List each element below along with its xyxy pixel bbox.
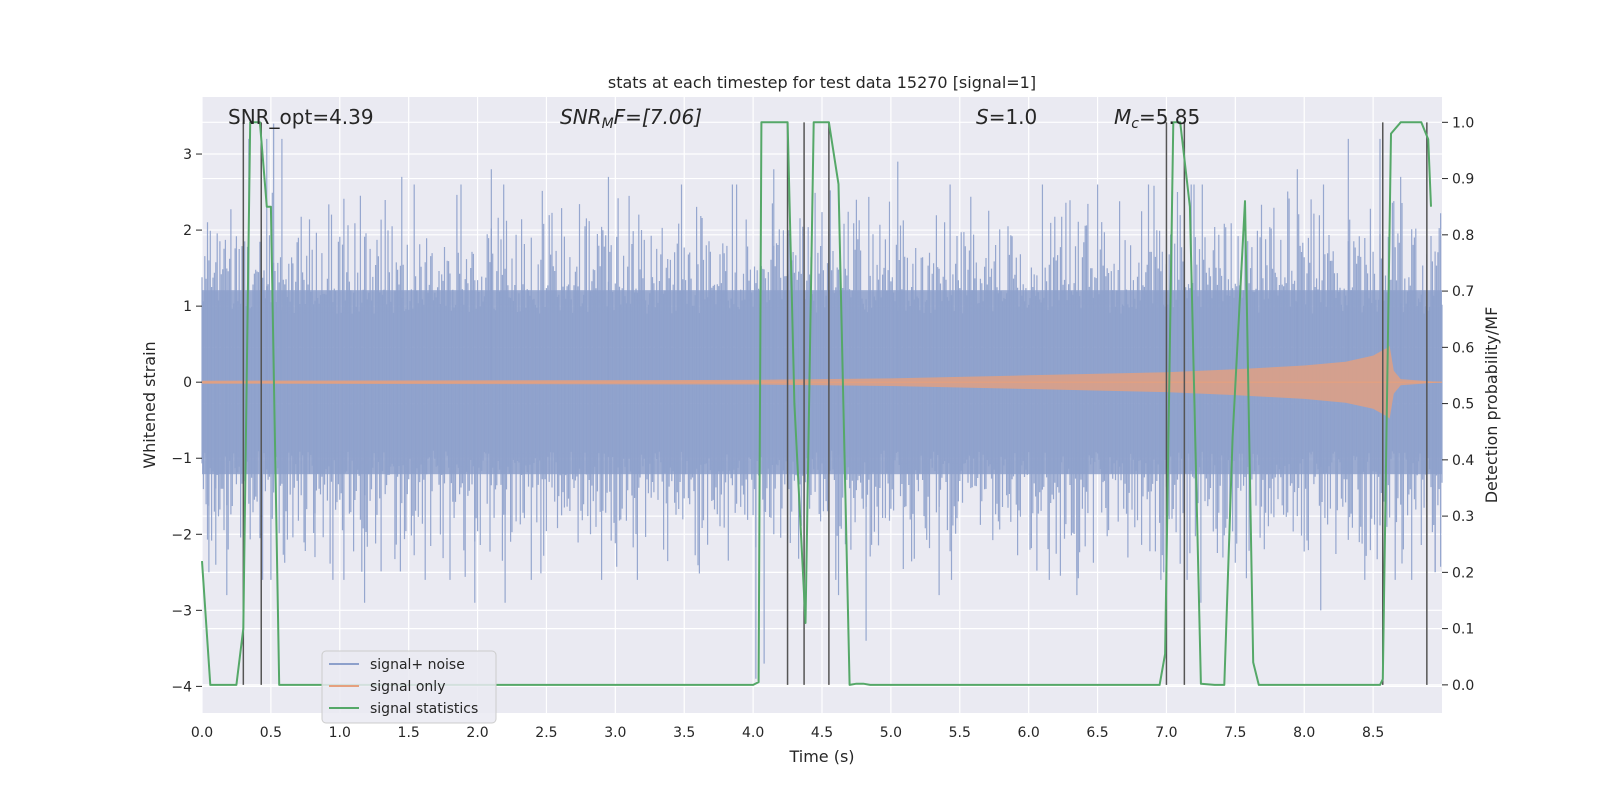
snr-mf-symbol: SNR bbox=[560, 105, 602, 129]
x-tick-label: 3.0 bbox=[604, 725, 626, 741]
y2-tick-label: 1.0 bbox=[1452, 115, 1474, 131]
chart-title: stats at each timestep for test data 152… bbox=[608, 73, 1036, 92]
legend-box bbox=[321, 650, 497, 724]
y2-tick-label: 0.2 bbox=[1452, 565, 1474, 581]
x-tick-label: 3.5 bbox=[673, 725, 695, 741]
snr-mf-subscript: M bbox=[602, 116, 614, 132]
y2-tick-label: 0.8 bbox=[1452, 228, 1474, 244]
x-tick-label: 0.0 bbox=[191, 725, 213, 741]
snr-mf-annotation: SNRMF=[7.06] bbox=[560, 105, 702, 132]
y2-tick-label: 0.7 bbox=[1452, 284, 1474, 300]
legend-label-signal-only: signal only bbox=[370, 679, 445, 695]
snr-mf-value: F=[7.06] bbox=[614, 105, 702, 129]
x-tick-label: 2.0 bbox=[466, 725, 488, 741]
legend-label-signal-noise: signal+ noise bbox=[370, 657, 465, 673]
snr-opt-annotation: SNR_opt=4.39 bbox=[228, 105, 374, 129]
axis-ticks: 0.0 0.5 1.0 1.5 2.0 2.5 3.0 3.5 4.0 4.5 5.0 5.5 6.0 6… bbox=[171, 115, 1474, 741]
y-tick-label: −3 bbox=[171, 603, 192, 619]
x-tick-label: 7.5 bbox=[1224, 725, 1246, 741]
y2-axis-label: Detection probability/MF bbox=[1482, 307, 1501, 504]
x-tick-label: 6.5 bbox=[1086, 725, 1108, 741]
x-tick-label: 0.5 bbox=[260, 725, 282, 741]
x-tick-label: 1.0 bbox=[329, 725, 351, 741]
signal-statistics-line bbox=[201, 121, 1432, 686]
mc-value: =5.85 bbox=[1139, 105, 1200, 129]
y-axis-label: Whitened strain bbox=[140, 341, 159, 468]
y2-tick-label: 0.5 bbox=[1452, 397, 1474, 413]
y2-tick-label: 0.1 bbox=[1452, 622, 1474, 638]
x-axis-label: Time (s) bbox=[788, 747, 854, 766]
x-tick-label: 6.0 bbox=[1018, 725, 1040, 741]
x-tick-label: 5.5 bbox=[949, 725, 971, 741]
x-tick-label: 5.0 bbox=[880, 725, 902, 741]
y2-tick-label: 0.9 bbox=[1452, 172, 1474, 188]
s-value: =1.0 bbox=[989, 105, 1038, 129]
y-tick-label: −2 bbox=[171, 527, 192, 543]
y-tick-label: −1 bbox=[171, 451, 192, 467]
y-tick-label: 3 bbox=[183, 147, 192, 163]
y2-tick-label: 0.6 bbox=[1452, 340, 1474, 356]
x-tick-label: 4.5 bbox=[811, 725, 833, 741]
y2-tick-label: 0.0 bbox=[1452, 678, 1474, 694]
s-symbol: S bbox=[976, 105, 989, 129]
x-tick-label: 8.0 bbox=[1293, 725, 1315, 741]
x-tick-label: 8.5 bbox=[1362, 725, 1384, 741]
y-tick-label: 1 bbox=[183, 299, 192, 315]
y-tick-label: 0 bbox=[183, 375, 192, 391]
y2-tick-label: 0.4 bbox=[1452, 453, 1474, 469]
legend-label-signal-statistics: signal statistics bbox=[370, 701, 478, 717]
y-tick-label: −4 bbox=[171, 679, 192, 695]
x-tick-label: 2.5 bbox=[535, 725, 557, 741]
mc-symbol: M bbox=[1114, 105, 1131, 129]
signal-statistics-series bbox=[201, 121, 1432, 686]
y-tick-label: 2 bbox=[183, 223, 192, 239]
x-tick-label: 4.0 bbox=[742, 725, 764, 741]
x-tick-label: 7.0 bbox=[1155, 725, 1177, 741]
y2-tick-label: 0.3 bbox=[1452, 509, 1474, 525]
mc-annotation: Mc=5.85 bbox=[1114, 105, 1200, 132]
mc-subscript: c bbox=[1131, 116, 1139, 132]
x-tick-label: 1.5 bbox=[398, 725, 420, 741]
s-annotation: S=1.0 bbox=[976, 105, 1037, 129]
legend: signal+ noise signal only signal statist… bbox=[321, 650, 497, 724]
